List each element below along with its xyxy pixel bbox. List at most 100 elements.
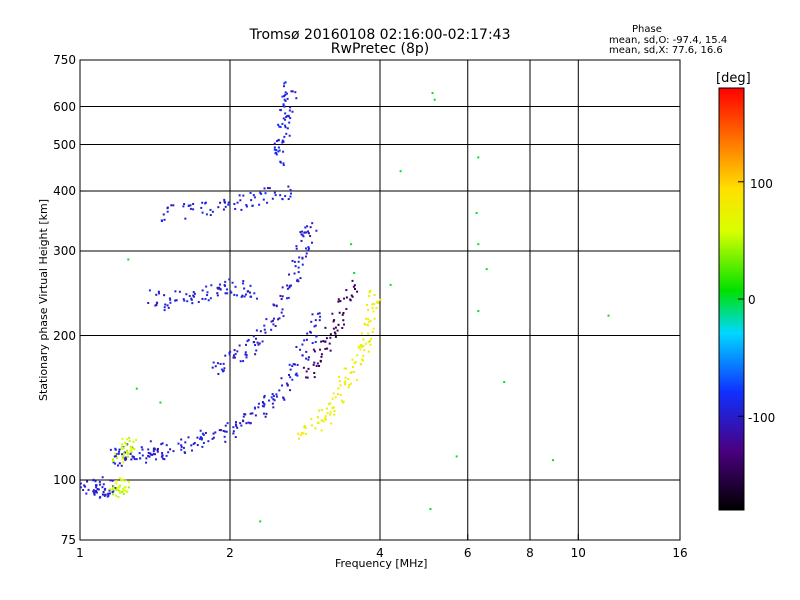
echo-point (270, 328, 273, 331)
x-tick-label: 4 (376, 546, 384, 560)
echo-point (310, 418, 313, 421)
echo-point (260, 192, 263, 195)
echo-point (279, 125, 282, 128)
echo-point (124, 441, 127, 444)
echo-point (379, 298, 382, 301)
echo-point (119, 491, 122, 494)
echo-point (315, 334, 318, 337)
echo-point (187, 436, 190, 439)
echo-point (356, 354, 359, 357)
echo-point (249, 191, 252, 194)
echo-point (184, 441, 187, 444)
echo-point (226, 288, 229, 291)
echo-point (300, 239, 303, 242)
echo-point (264, 331, 267, 334)
echo-point (129, 452, 132, 455)
echo-point (101, 476, 104, 479)
echo-point (223, 435, 226, 438)
echo-point (320, 429, 323, 432)
echo-point (282, 103, 285, 106)
echo-point (123, 452, 126, 455)
echo-point (329, 413, 332, 416)
echo-point (372, 310, 375, 313)
echo-point (111, 479, 114, 482)
echo-point (277, 123, 280, 126)
echo-point (163, 306, 166, 309)
echo-point (152, 447, 155, 450)
grid-lines (80, 60, 680, 540)
echo-point (304, 426, 307, 429)
echo-point (201, 201, 204, 204)
echo-point (306, 225, 309, 228)
echo-point (259, 520, 262, 523)
echo-point (232, 356, 235, 359)
echo-point (135, 438, 138, 441)
echo-point (320, 353, 323, 356)
echo-point (285, 115, 288, 118)
echo-point (257, 343, 260, 346)
echo-point (147, 301, 150, 304)
echo-point (285, 132, 288, 135)
echo-point (201, 289, 204, 292)
echo-point (128, 436, 131, 439)
echo-point (87, 488, 90, 491)
echo-point (253, 196, 256, 199)
echo-point (243, 413, 246, 416)
echo-point (291, 378, 294, 381)
echo-point (266, 187, 269, 190)
echo-point (148, 289, 151, 292)
echo-point (268, 399, 271, 402)
echo-point (352, 285, 355, 288)
echo-point (271, 393, 274, 396)
echo-point (311, 222, 314, 225)
echo-point (277, 150, 280, 153)
echo-point (284, 126, 287, 129)
echo-point (114, 487, 117, 490)
echo-point (261, 401, 264, 404)
echo-point (265, 318, 268, 321)
echo-point (343, 323, 346, 326)
echo-point (332, 327, 335, 330)
echo-point (347, 378, 350, 381)
echo-point (130, 458, 133, 461)
echo-point (305, 370, 308, 373)
echo-point (255, 297, 258, 300)
echo-point (286, 114, 289, 117)
echo-point (367, 350, 370, 353)
echo-point (304, 226, 307, 229)
echo-point (193, 295, 196, 298)
echo-point (343, 297, 346, 300)
echo-point (281, 308, 284, 311)
echo-point (216, 294, 219, 297)
echo-point (310, 241, 313, 244)
echo-point (318, 319, 321, 322)
colorbar-tick-label: 0 (748, 293, 756, 307)
echo-point (163, 218, 166, 221)
echo-point (289, 188, 292, 191)
stats-o-mode: mean, sd,O: -97.4, 15.4 (609, 35, 728, 46)
echo-point (238, 344, 241, 347)
echo-point (316, 362, 319, 365)
echo-point (104, 487, 107, 490)
echo-point (376, 300, 379, 303)
echo-point (217, 206, 220, 209)
echo-point (125, 438, 128, 441)
echo-point (359, 363, 362, 366)
echo-point (318, 364, 321, 367)
echo-point (189, 207, 192, 210)
echo-point (254, 414, 257, 417)
echo-point (318, 409, 321, 412)
echo-point (309, 235, 312, 238)
echo-point (121, 443, 124, 446)
echo-point (307, 230, 310, 233)
echo-point (199, 436, 202, 439)
echo-point (338, 380, 341, 383)
echo-point (239, 360, 242, 363)
echo-point (389, 283, 392, 286)
echo-point (109, 479, 112, 482)
echo-point (368, 320, 371, 323)
echo-point (259, 191, 262, 194)
echo-point (356, 290, 359, 293)
echo-point (294, 265, 297, 268)
echo-point (130, 445, 133, 448)
